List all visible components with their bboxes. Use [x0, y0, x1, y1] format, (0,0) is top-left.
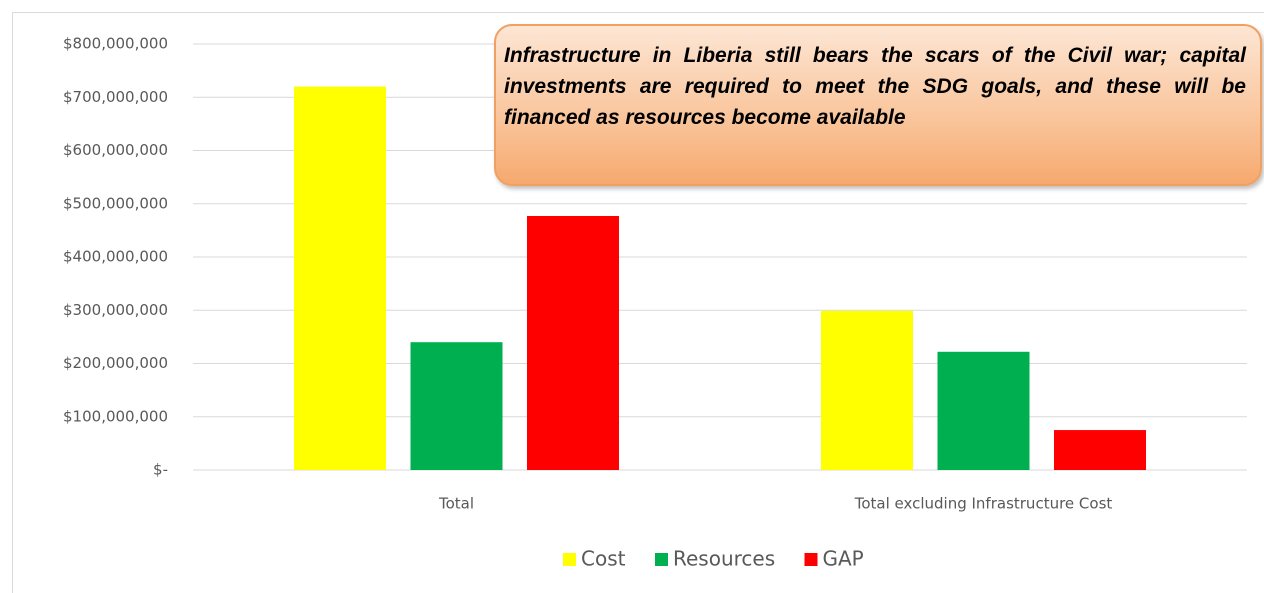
legend-swatch	[563, 553, 576, 566]
bar	[410, 342, 503, 470]
chart-border	[12, 12, 1264, 593]
y-tick-label: $600,000,000	[63, 141, 168, 159]
y-tick-label: $800,000,000	[63, 35, 168, 53]
y-tick-label: $700,000,000	[63, 88, 168, 106]
legend-swatch	[804, 553, 818, 566]
y-tick-label: $100,000,000	[63, 407, 168, 425]
legend-swatch	[655, 553, 668, 566]
bar	[821, 310, 913, 470]
bar	[527, 215, 619, 470]
annotation-callout: Infrastructure in Liberia still bears th…	[494, 24, 1262, 186]
legend-label: Resources	[673, 547, 775, 571]
y-tick-label: $-	[153, 461, 168, 479]
y-tick-label: $400,000,000	[63, 248, 168, 266]
legend-label: Cost	[581, 547, 626, 571]
x-tick-label: Total excluding Infrastructure Cost	[854, 495, 1113, 513]
y-tick-label: $300,000,000	[63, 301, 168, 319]
legend-label: GAP	[823, 547, 864, 571]
x-tick-label: Total	[438, 495, 474, 513]
bar	[294, 86, 386, 470]
y-tick-label: $200,000,000	[63, 354, 168, 372]
bar	[937, 351, 1030, 470]
y-tick-label: $500,000,000	[63, 194, 168, 212]
bar	[1054, 430, 1146, 470]
